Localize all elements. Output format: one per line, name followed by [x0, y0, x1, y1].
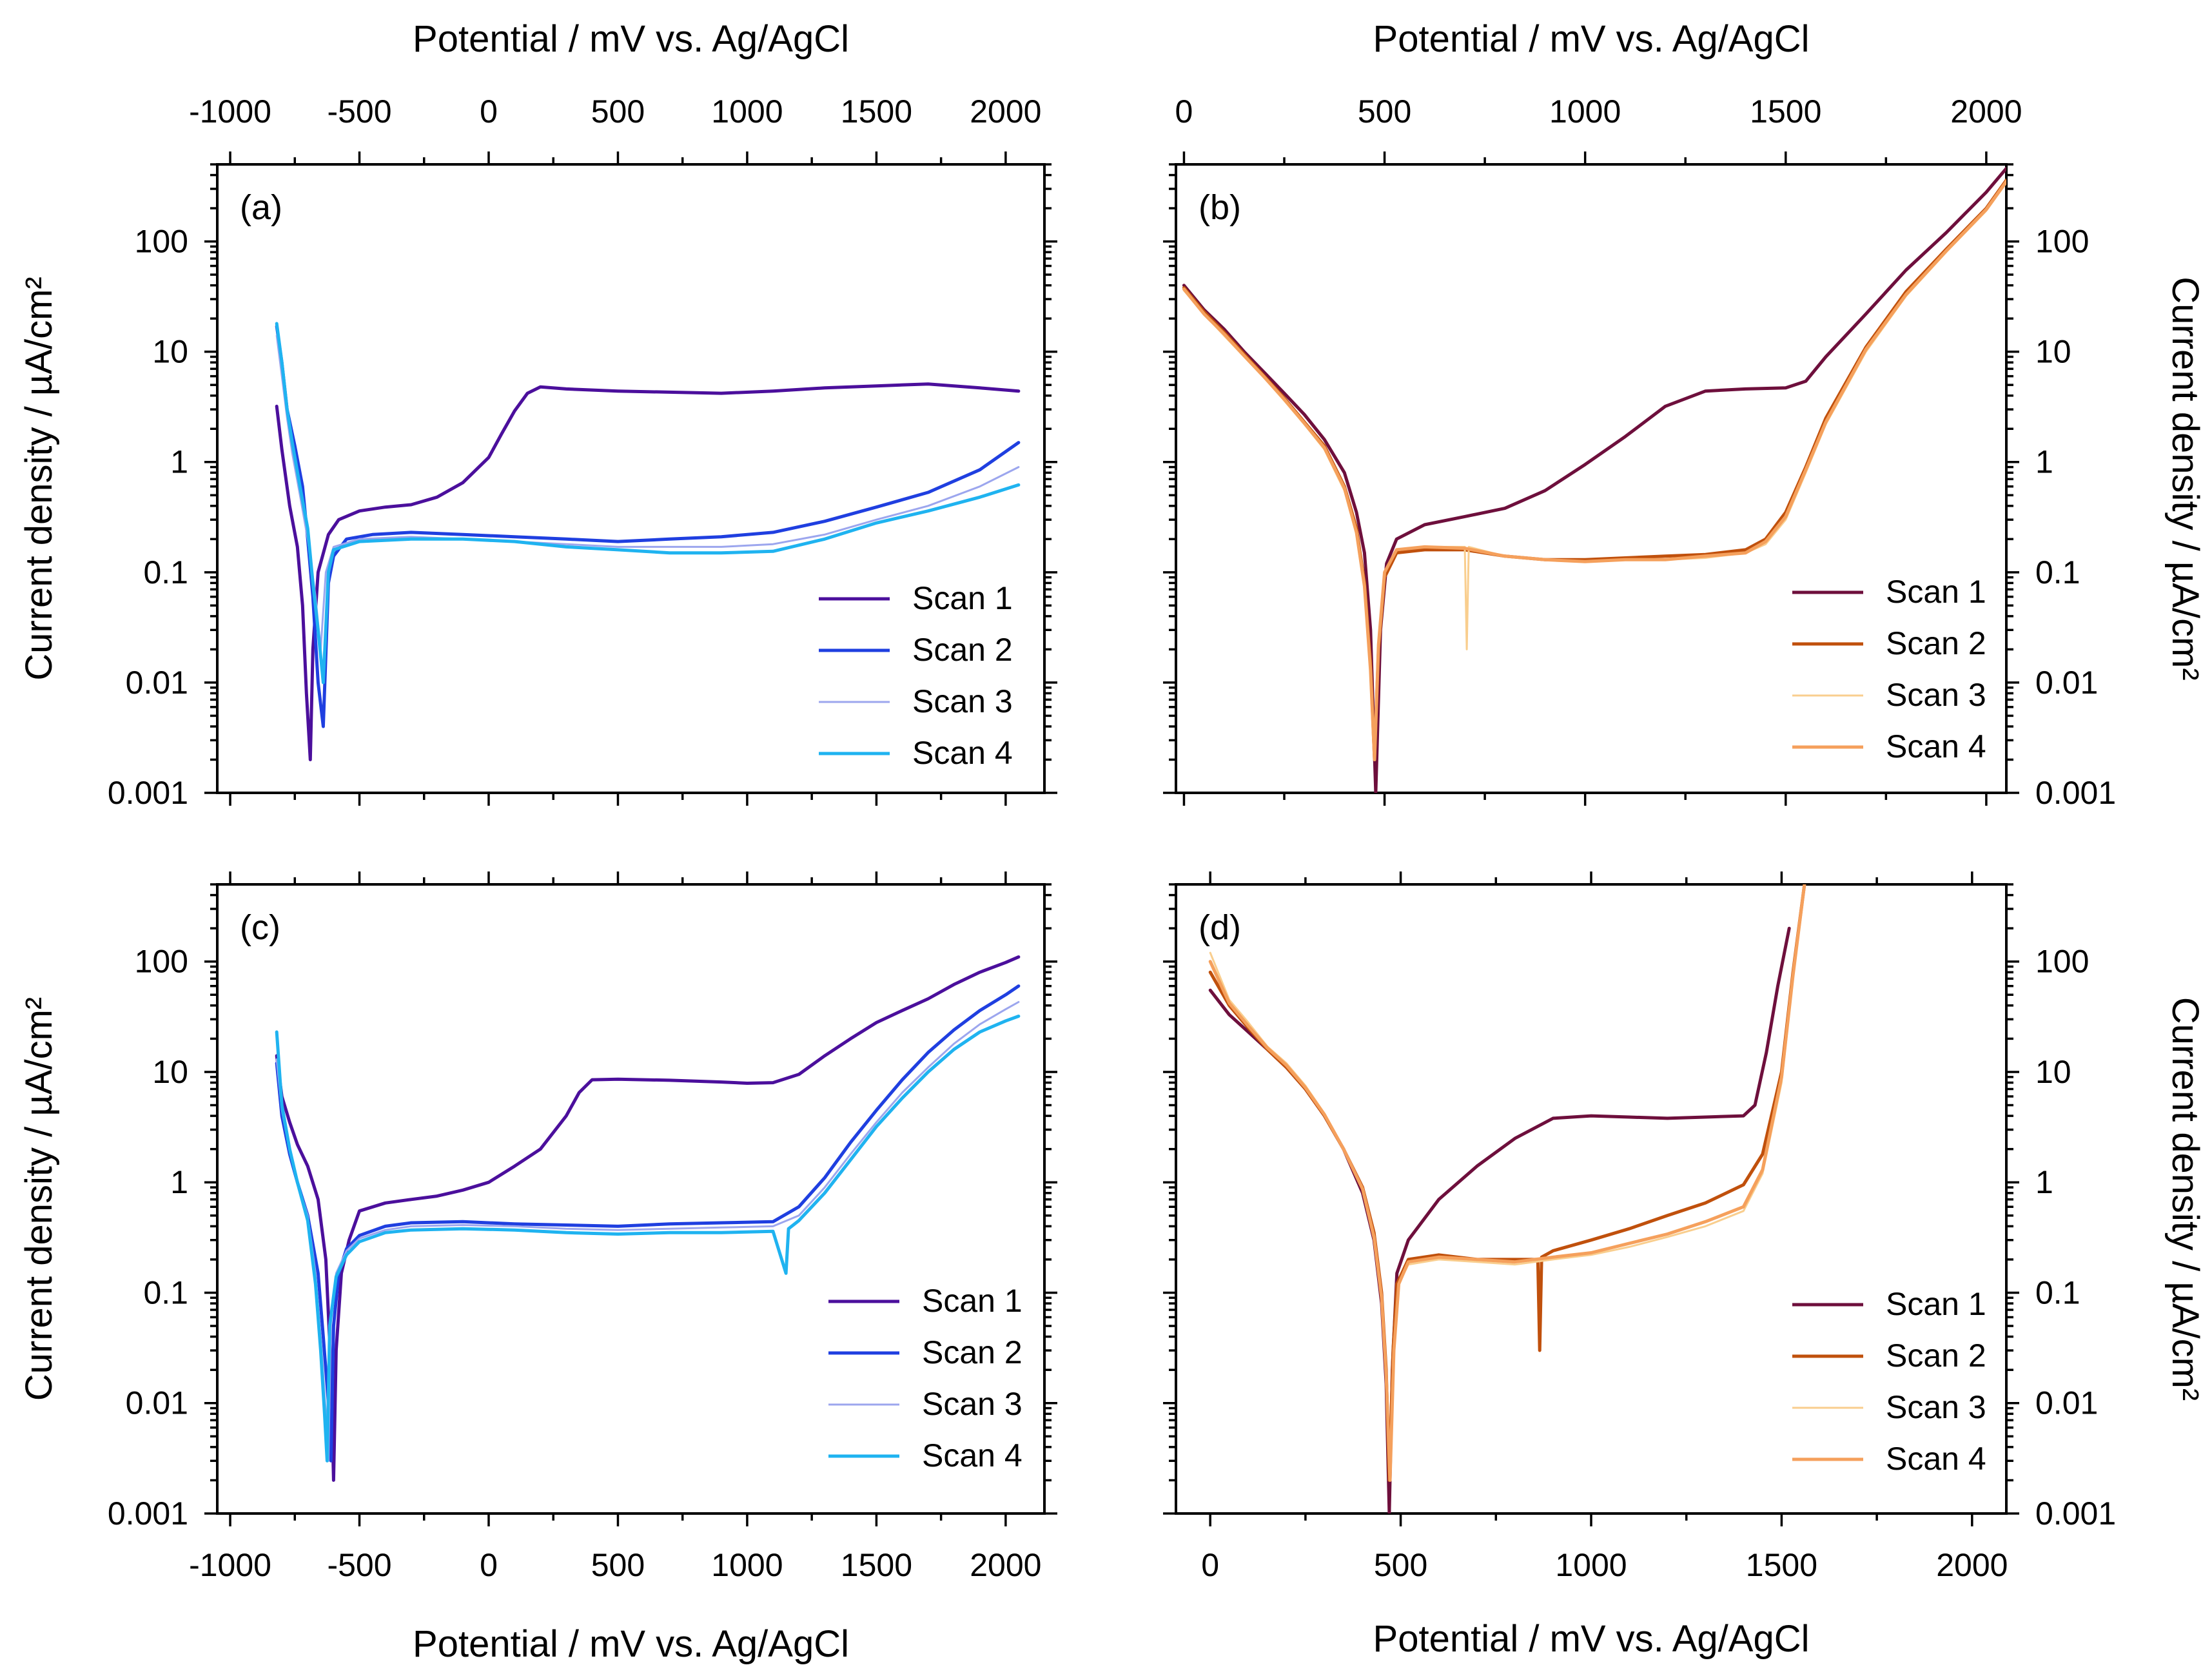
x-tick-label: 0 — [1201, 1547, 1219, 1583]
x-tick-label: 1500 — [841, 1547, 912, 1583]
y-axis-title: Current density / µA/cm² — [18, 277, 60, 680]
x-tick-label: 0 — [480, 1547, 498, 1583]
panel-label: (b) — [1199, 188, 1241, 227]
x-tick-label: 500 — [591, 1547, 645, 1583]
y-tick-label: 0.001 — [2035, 1495, 2116, 1532]
y-tick-label: 0.1 — [2035, 554, 2080, 590]
panel-label: (d) — [1199, 908, 1241, 947]
x-axis-title: Potential / mV vs. Ag/AgCl — [413, 1623, 849, 1665]
legend-label-4: Scan 4 — [922, 1437, 1023, 1474]
x-tick-label: -1000 — [189, 93, 271, 130]
legend-label-3: Scan 3 — [1886, 677, 1986, 713]
y-axis-title: Current density / µA/cm² — [2164, 277, 2206, 680]
y-tick-label: 100 — [135, 944, 188, 980]
x-tick-label: 500 — [1358, 93, 1411, 130]
legend-label-1: Scan 1 — [912, 580, 1013, 616]
panel-label: (a) — [240, 188, 282, 227]
series-group — [275, 322, 1021, 761]
y-tick-label: 0.001 — [108, 775, 188, 811]
x-tick-label: 2000 — [970, 1547, 1041, 1583]
panel-c: -1000 -500 0 500 1000 1500 2000 0.001 0.01 0.1 1 10… — [18, 871, 1057, 1665]
legend-label-2: Scan 2 — [922, 1334, 1023, 1370]
x-tick-label: 2000 — [1950, 93, 2022, 130]
x-tick-label: 1000 — [1555, 1547, 1627, 1583]
series-line-4 — [1182, 180, 2006, 761]
y-tick-label: 0.01 — [126, 1385, 188, 1421]
x-axis-title: Potential / mV vs. Ag/AgCl — [1373, 1618, 1810, 1660]
legend-label-2: Scan 2 — [912, 632, 1013, 668]
series-line-1 — [275, 382, 1021, 761]
legend-label-1: Scan 1 — [922, 1283, 1023, 1319]
series-group — [1208, 884, 1806, 1513]
x-tick-label: 1500 — [1750, 93, 1821, 130]
y-tick-label: 1 — [2035, 1164, 2053, 1200]
y-tick-label: 0.001 — [108, 1495, 188, 1532]
legend-label-4: Scan 4 — [1886, 1441, 1986, 1477]
y-tick-label: 1 — [2035, 444, 2053, 480]
x-tick-label: 2000 — [970, 93, 1041, 130]
panel-label: (c) — [240, 908, 280, 947]
x-tick-label: 0 — [1175, 93, 1193, 130]
x-tick-label: 1000 — [711, 1547, 783, 1583]
y-tick-label: 10 — [2035, 334, 2071, 370]
panel-d: 0 500 1000 1500 2000 0.001 0.01 0.1 1 10 100 Potent… — [1163, 871, 2206, 1660]
legend-label-2: Scan 2 — [1886, 625, 1986, 661]
y-tick-label: 100 — [135, 224, 188, 260]
y-tick-label: 10 — [152, 334, 188, 370]
legend-label-1: Scan 1 — [1886, 1286, 1986, 1322]
y-tick-label: 0.001 — [2035, 775, 2116, 811]
x-tick-label: -500 — [327, 1547, 391, 1583]
legend-label-3: Scan 3 — [922, 1386, 1023, 1422]
x-tick-label: 1500 — [1746, 1547, 1817, 1583]
y-axis-title: Current density / µA/cm² — [2164, 997, 2206, 1401]
series-line-2 — [275, 324, 1021, 728]
y-tick-label: 10 — [2035, 1054, 2071, 1090]
legend-label-1: Scan 1 — [1886, 574, 1986, 610]
legend-label-4: Scan 4 — [912, 735, 1013, 771]
y-tick-label: 0.01 — [126, 665, 188, 701]
panel-a: -1000 -500 0 500 1000 1500 2000 0.001 0.01 0.1 1 10… — [18, 18, 1057, 811]
series-line-2 — [275, 984, 1021, 1463]
legend-label-2: Scan 2 — [1886, 1338, 1986, 1374]
y-tick-label: 0.01 — [2035, 1385, 2098, 1421]
series-group — [275, 955, 1021, 1482]
y-tick-label: 0.1 — [143, 554, 188, 590]
y-tick-label: 1 — [170, 1164, 188, 1200]
legend-label-3: Scan 3 — [1886, 1389, 1986, 1425]
y-tick-label: 100 — [2035, 944, 2089, 980]
series-line-4 — [275, 322, 1021, 685]
panel-b: 0 500 1000 1500 2000 0.001 0.01 0.1 1 10 100 Potent… — [1163, 18, 2206, 811]
legend-label-4: Scan 4 — [1886, 728, 1986, 764]
series-group — [1182, 166, 2006, 793]
series-line-1 — [1182, 166, 2006, 793]
y-tick-label: 0.1 — [2035, 1274, 2080, 1310]
series-line-4 — [275, 1015, 1021, 1463]
x-tick-label: 1000 — [1549, 93, 1621, 130]
legend-label-3: Scan 3 — [912, 683, 1013, 719]
x-tick-label: -500 — [327, 93, 391, 130]
x-tick-label: -1000 — [189, 1547, 271, 1583]
x-axis-title: Potential / mV vs. Ag/AgCl — [413, 18, 849, 60]
series-line-4 — [1208, 884, 1806, 1482]
x-tick-label: 2000 — [1936, 1547, 2008, 1583]
x-tick-label: 0 — [480, 93, 498, 130]
x-tick-label: 1000 — [711, 93, 783, 130]
y-axis-title: Current density / µA/cm² — [18, 997, 60, 1401]
y-tick-label: 1 — [170, 444, 188, 480]
y-tick-label: 100 — [2035, 224, 2089, 260]
y-tick-label: 0.1 — [143, 1274, 188, 1310]
y-tick-label: 10 — [152, 1054, 188, 1090]
y-tick-label: 0.01 — [2035, 665, 2098, 701]
x-tick-label: 500 — [591, 93, 645, 130]
series-line-1 — [275, 955, 1021, 1482]
x-tick-label: 500 — [1374, 1547, 1427, 1583]
x-tick-label: 1500 — [841, 93, 912, 130]
x-axis-title: Potential / mV vs. Ag/AgCl — [1373, 18, 1810, 60]
